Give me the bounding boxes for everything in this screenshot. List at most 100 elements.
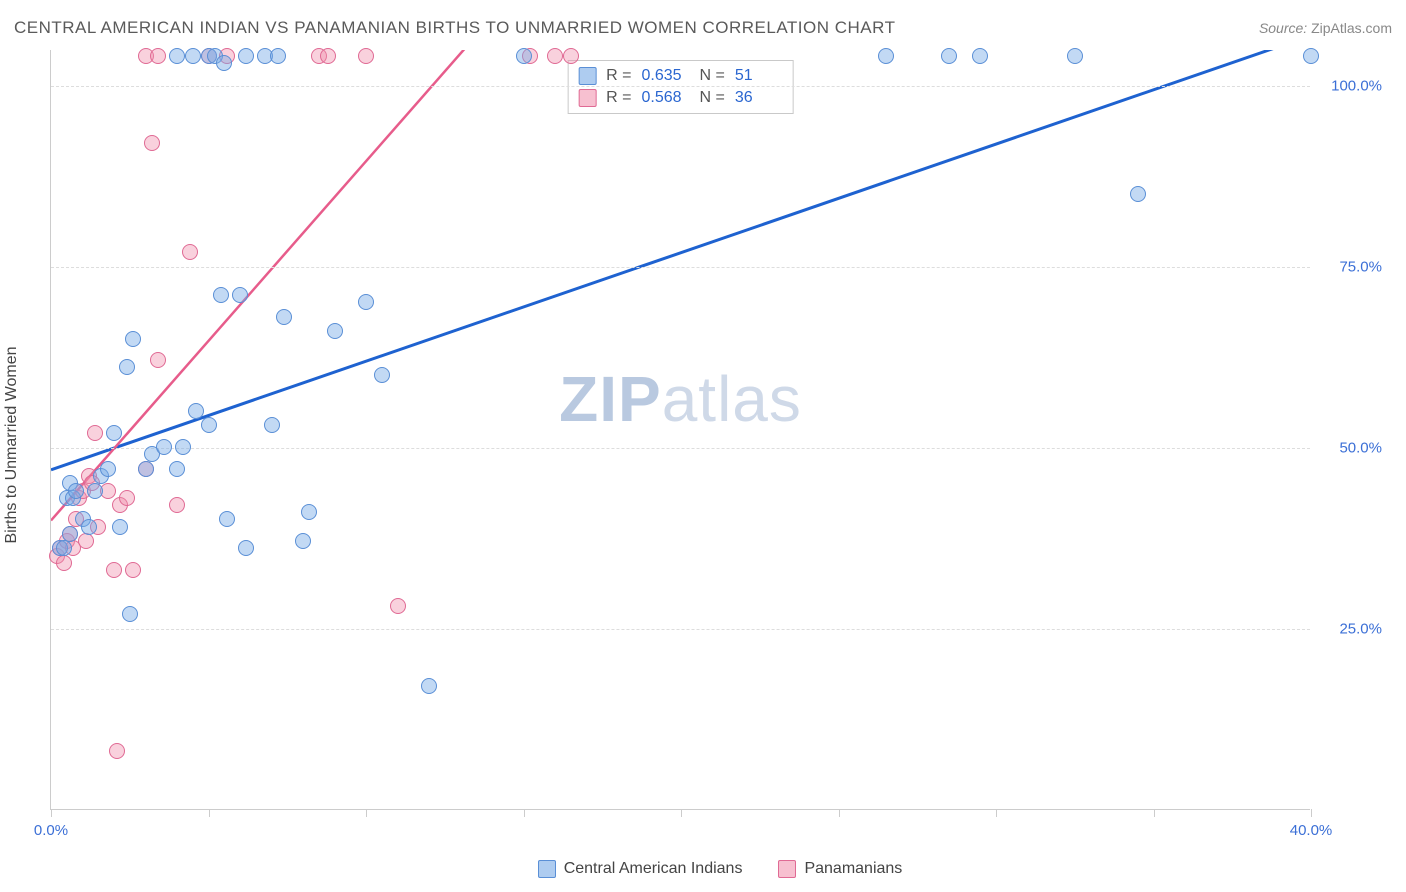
data-point: [421, 678, 437, 694]
legend-swatch-pink-icon: [778, 860, 796, 878]
data-point: [878, 48, 894, 64]
data-point: [112, 519, 128, 535]
data-point: [87, 483, 103, 499]
chart-title: CENTRAL AMERICAN INDIAN VS PANAMANIAN BI…: [14, 18, 895, 37]
legend-label-1: Central American Indians: [564, 860, 743, 878]
watermark: ZIPatlas: [559, 362, 802, 436]
x-tick-label: 40.0%: [1290, 822, 1333, 839]
x-tick: [366, 809, 367, 817]
data-point: [390, 598, 406, 614]
trend-lines: [51, 50, 1311, 810]
gridline: [51, 86, 1310, 87]
data-point: [150, 352, 166, 368]
stat-n-label-2: N =: [700, 89, 725, 107]
data-point: [144, 135, 160, 151]
watermark-bold: ZIP: [559, 363, 662, 435]
data-point: [68, 483, 84, 499]
chart-container: CENTRAL AMERICAN INDIAN VS PANAMANIAN BI…: [0, 0, 1406, 892]
data-point: [238, 540, 254, 556]
data-point: [122, 606, 138, 622]
x-tick: [524, 809, 525, 817]
data-point: [358, 48, 374, 64]
data-point: [56, 555, 72, 571]
data-point: [78, 533, 94, 549]
data-point: [238, 48, 254, 64]
x-tick: [209, 809, 210, 817]
legend-item-1: Central American Indians: [538, 860, 743, 878]
data-point: [547, 48, 563, 64]
legend-bottom: Central American Indians Panamanians: [50, 860, 1390, 878]
data-point: [516, 48, 532, 64]
swatch-blue-icon: [578, 67, 596, 85]
y-tick-label: 50.0%: [1339, 440, 1382, 457]
data-point: [358, 294, 374, 310]
data-point: [138, 461, 154, 477]
data-point: [87, 425, 103, 441]
data-point: [327, 323, 343, 339]
plot-area: ZIPatlas R = 0.635 N = 51 R = 0.568 N = …: [50, 50, 1310, 810]
data-point: [125, 331, 141, 347]
legend-swatch-blue-icon: [538, 860, 556, 878]
data-point: [106, 425, 122, 441]
legend-label-2: Panamanians: [804, 860, 902, 878]
data-point: [125, 562, 141, 578]
chart-area: ZIPatlas R = 0.635 N = 51 R = 0.568 N = …: [50, 50, 1390, 840]
x-tick: [681, 809, 682, 817]
data-point: [232, 287, 248, 303]
legend-item-2: Panamanians: [778, 860, 902, 878]
data-point: [213, 287, 229, 303]
y-tick-label: 25.0%: [1339, 621, 1382, 638]
data-point: [109, 743, 125, 759]
source-label: Source:: [1259, 20, 1307, 36]
data-point: [301, 504, 317, 520]
title-bar: CENTRAL AMERICAN INDIAN VS PANAMANIAN BI…: [14, 18, 1392, 46]
data-point: [563, 48, 579, 64]
data-point: [185, 48, 201, 64]
data-point: [150, 48, 166, 64]
data-point: [295, 533, 311, 549]
stats-row-1: R = 0.635 N = 51: [578, 65, 783, 87]
data-point: [219, 511, 235, 527]
watermark-rest: atlas: [662, 363, 802, 435]
source-citation: Source: ZipAtlas.com: [1259, 20, 1392, 36]
data-point: [169, 48, 185, 64]
y-tick-label: 100.0%: [1331, 78, 1382, 95]
stat-n-value-1: 51: [735, 67, 783, 85]
data-point: [100, 461, 116, 477]
x-tick: [996, 809, 997, 817]
data-point: [320, 48, 336, 64]
x-tick-label: 0.0%: [34, 822, 68, 839]
data-point: [188, 403, 204, 419]
trend-line: [51, 50, 476, 520]
data-point: [276, 309, 292, 325]
stat-n-value-2: 36: [735, 89, 783, 107]
data-point: [201, 417, 217, 433]
data-point: [169, 461, 185, 477]
stat-r-value-1: 0.635: [642, 67, 690, 85]
gridline: [51, 267, 1310, 268]
data-point: [264, 417, 280, 433]
data-point: [1303, 48, 1319, 64]
data-point: [216, 55, 232, 71]
stat-n-label: N =: [700, 67, 725, 85]
data-point: [106, 562, 122, 578]
data-point: [941, 48, 957, 64]
source-name: ZipAtlas.com: [1311, 20, 1392, 36]
data-point: [175, 439, 191, 455]
data-point: [1130, 186, 1146, 202]
gridline: [51, 448, 1310, 449]
y-tick-label: 75.0%: [1339, 259, 1382, 276]
stats-row-2: R = 0.568 N = 36: [578, 87, 783, 109]
x-tick: [839, 809, 840, 817]
data-point: [270, 48, 286, 64]
data-point: [81, 519, 97, 535]
stat-r-label-2: R =: [606, 89, 631, 107]
data-point: [374, 367, 390, 383]
data-point: [972, 48, 988, 64]
swatch-pink-icon: [578, 89, 596, 107]
x-tick: [1154, 809, 1155, 817]
gridline: [51, 629, 1310, 630]
stat-r-label: R =: [606, 67, 631, 85]
data-point: [56, 540, 72, 556]
data-point: [1067, 48, 1083, 64]
